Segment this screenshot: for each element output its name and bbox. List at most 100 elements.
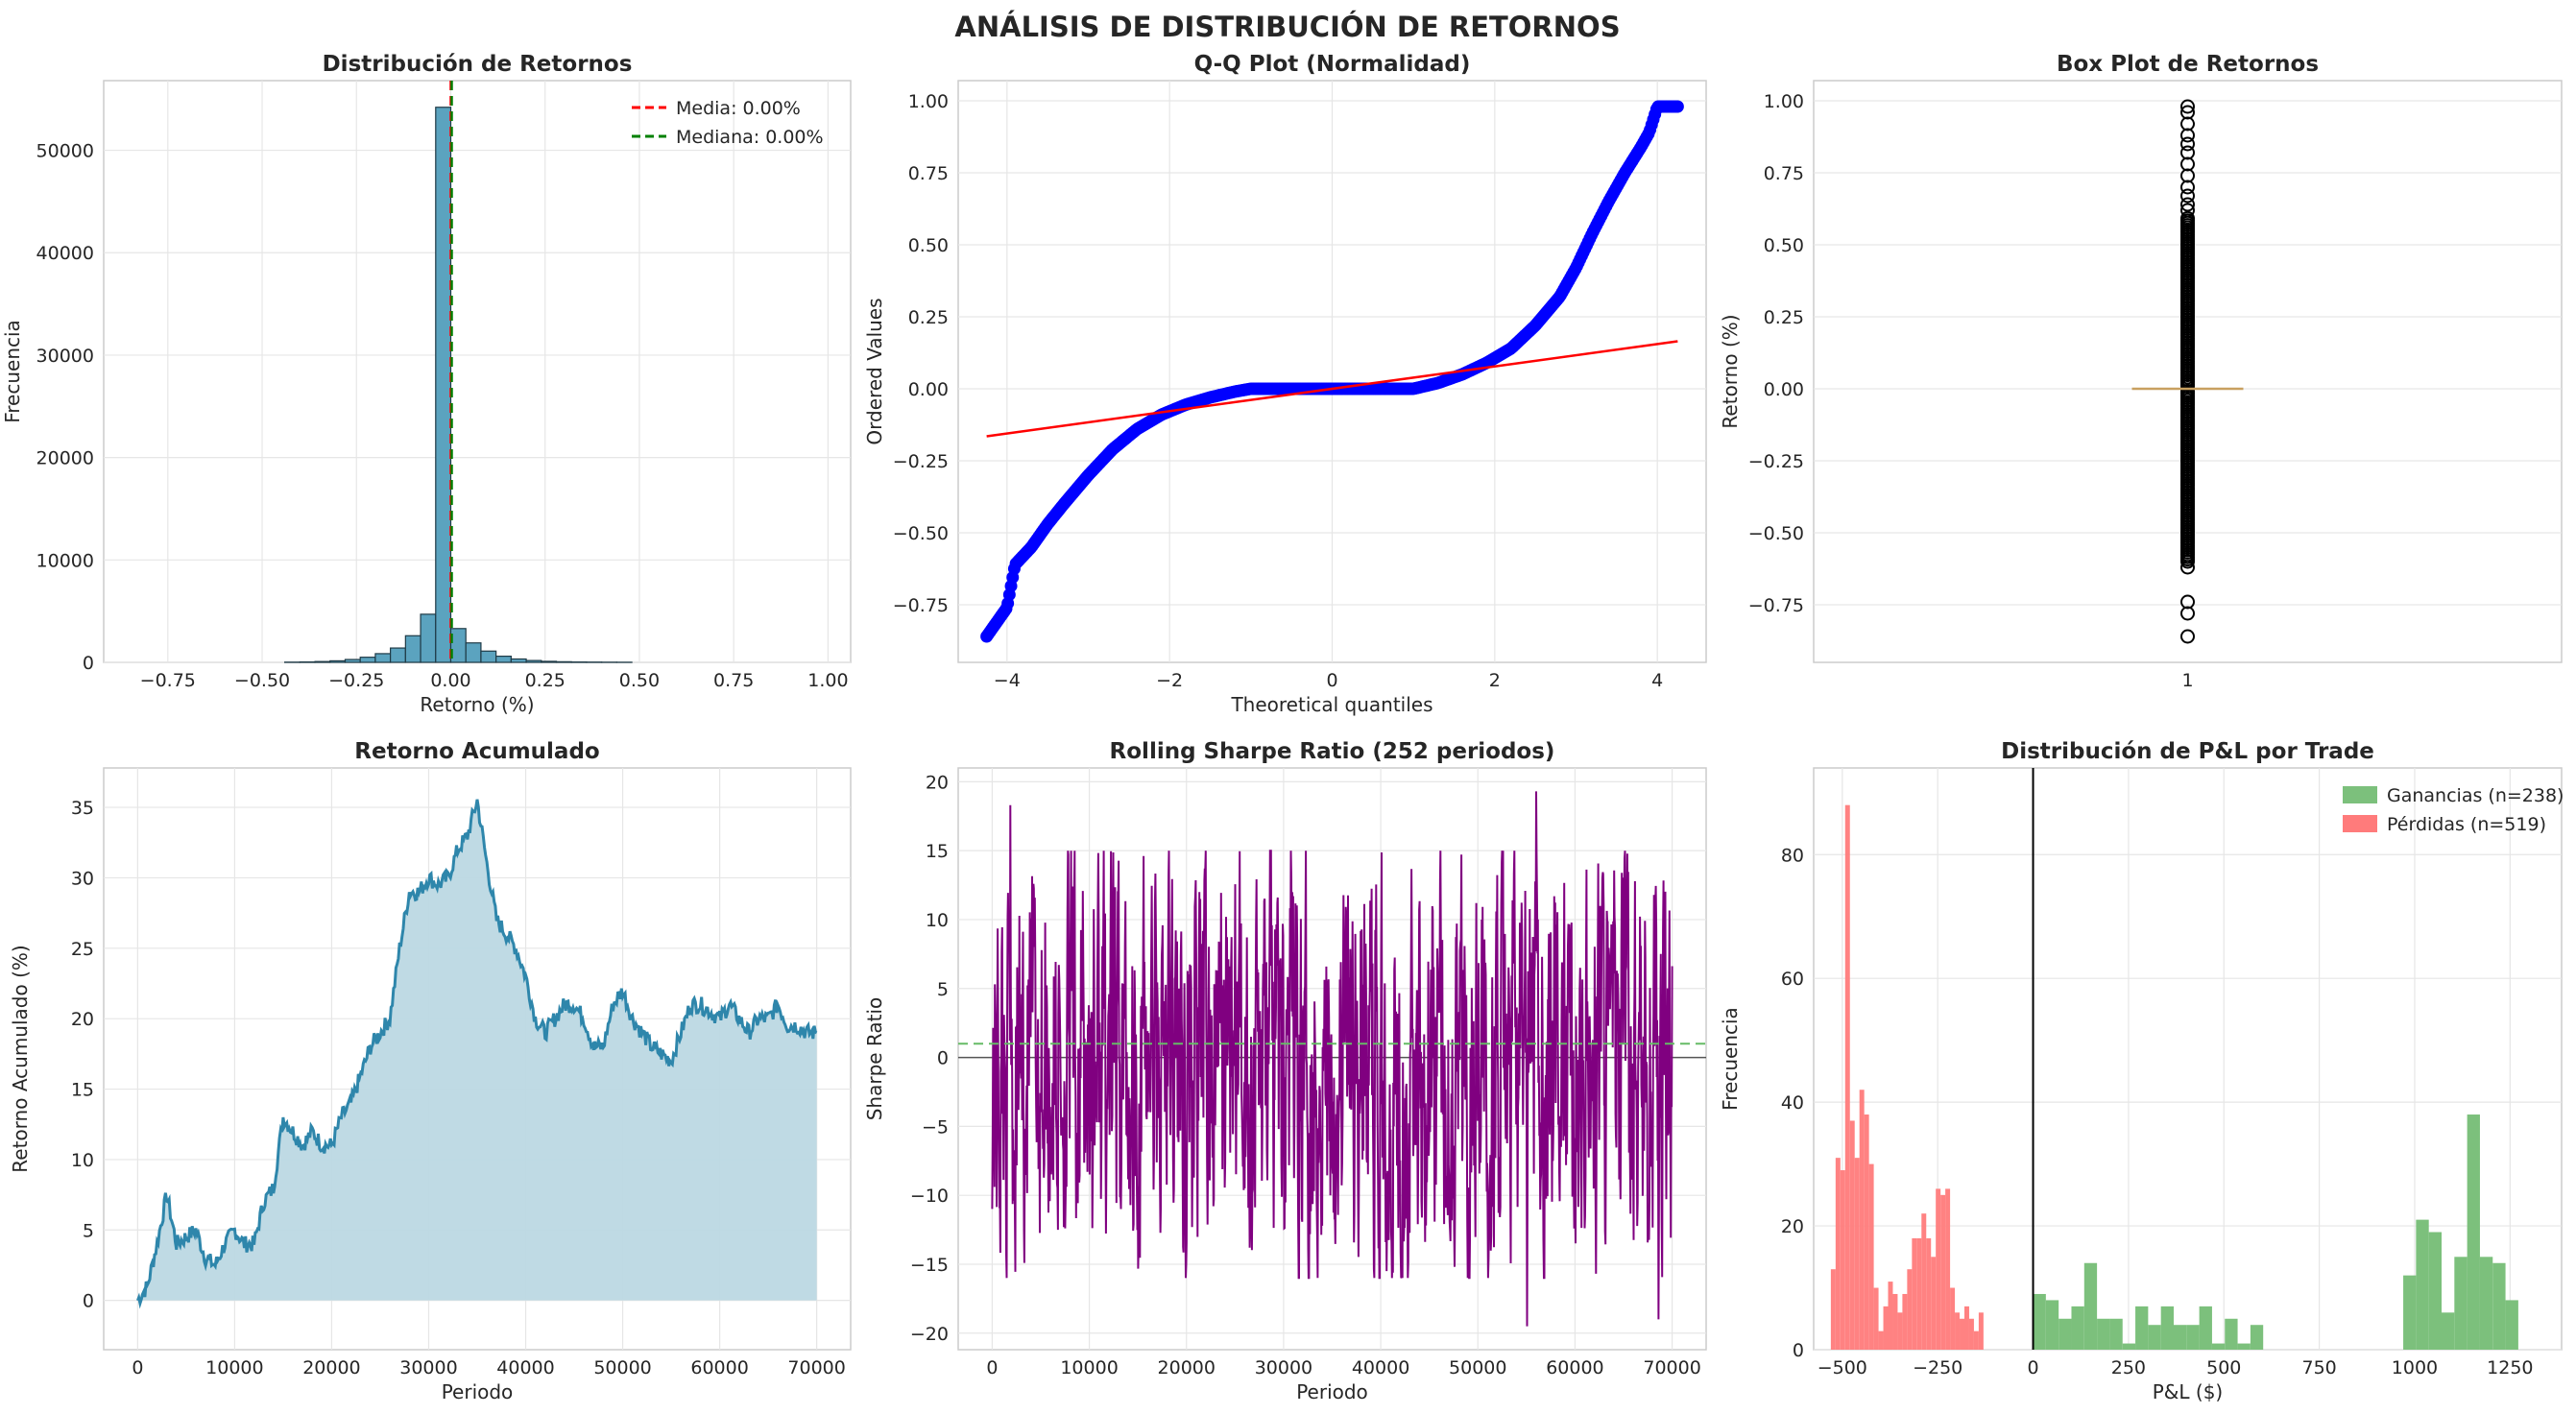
- legend-label: Pérdidas (n=519): [2387, 814, 2546, 835]
- x-tick-label: 0.00: [430, 670, 470, 691]
- y-tick-label: 30: [71, 868, 94, 889]
- gridlines: [104, 81, 851, 663]
- loss-bar: [1921, 1213, 1927, 1350]
- x-tick-label: 0.25: [525, 670, 566, 691]
- y-tick-label: 10: [71, 1150, 94, 1171]
- y-tick-label: 50000: [36, 141, 94, 162]
- gain-bar: [2071, 1306, 2084, 1350]
- loss-bar: [1945, 1188, 1951, 1350]
- gain-bar: [2479, 1257, 2493, 1350]
- gain-bar: [2058, 1318, 2072, 1350]
- outlier-marker: [2180, 203, 2195, 218]
- x-tick-label: 1.00: [807, 670, 848, 691]
- y-tick-label: 0.50: [1764, 235, 1804, 256]
- gain-bar: [2160, 1306, 2174, 1350]
- loss-bar: [1931, 1257, 1937, 1350]
- gain-bar: [2237, 1343, 2251, 1350]
- y-tick-label: 35: [71, 798, 94, 819]
- x-tick-label: −0.50: [234, 670, 290, 691]
- x-tick-label: 70000: [1643, 1357, 1700, 1378]
- gain-bar: [2148, 1325, 2161, 1350]
- outlier-marker: [2180, 180, 2195, 195]
- panel-title: Q-Q Plot (Normalidad): [1194, 52, 1471, 77]
- loss-bar: [1873, 1287, 1879, 1350]
- x-tick-label: 40000: [1352, 1357, 1409, 1378]
- loss-bar: [1835, 1158, 1841, 1350]
- histogram-bar: [449, 628, 467, 663]
- y-tick-label: 20000: [36, 448, 94, 469]
- x-tick-label: 30000: [399, 1357, 457, 1378]
- cumulative-line: [136, 799, 818, 1309]
- histogram-bar: [329, 659, 347, 663]
- figure-suptitle: ANÁLISIS DE DISTRIBUCIÓN DE RETORNOS: [954, 11, 1620, 43]
- gain-bar: [2083, 1262, 2098, 1350]
- x-tick-label: 1: [2181, 670, 2193, 691]
- loss-bar: [1912, 1237, 1917, 1350]
- y-tick-label: 80: [1781, 845, 1804, 866]
- y-tick-label: 15: [926, 841, 949, 862]
- histogram-bar: [390, 647, 406, 663]
- loss-bar: [1963, 1306, 1969, 1350]
- outlier-marker: [2180, 629, 2195, 644]
- panel-2: −4 −2 0 2 4 −0.75 −0.50 −0.25 0.00 0.25 0.50 0.75 1.…: [863, 52, 1707, 716]
- gain-bar: [2109, 1318, 2123, 1350]
- y-tick-label: 0: [937, 1048, 949, 1069]
- x-tick-label: 750: [2301, 1357, 2336, 1378]
- histogram-bar: [314, 660, 331, 663]
- x-tick-label: 0: [2027, 1357, 2038, 1378]
- y-tick-label: −15: [910, 1255, 949, 1276]
- y-tick-label: 15: [71, 1080, 94, 1101]
- x-tick-label: −2: [1156, 670, 1183, 691]
- loss-bar: [1950, 1287, 1956, 1350]
- y-tick-label: 0: [83, 653, 94, 674]
- panel-1: −0.75 −0.50 −0.25 0.00 0.25 0.50 0.75 1.00 0 1000…: [1, 52, 852, 716]
- loss-bar: [1926, 1237, 1932, 1350]
- loss-bar: [1897, 1312, 1903, 1350]
- loss-bar: [1854, 1158, 1860, 1350]
- y-tick-label: −20: [910, 1324, 949, 1345]
- y-tick-label: 0.75: [908, 163, 949, 184]
- y-tick-label: 20: [1781, 1216, 1804, 1237]
- x-tick-label: 60000: [690, 1357, 748, 1378]
- x-tick-label: 4: [1651, 670, 1663, 691]
- x-tick-label: −0.75: [140, 670, 196, 691]
- x-axis-label: Periodo: [1296, 1380, 1368, 1403]
- y-tick-label: −5: [922, 1116, 949, 1138]
- y-tick-label: 25: [71, 939, 94, 960]
- y-tick-label: 5: [83, 1220, 94, 1241]
- outlier-marker: [2180, 197, 2195, 212]
- x-tick-label: 0: [132, 1357, 143, 1378]
- y-tick-label: 10000: [36, 550, 94, 571]
- x-tick-label: 70000: [787, 1357, 845, 1378]
- panel-3: −0.75 −0.50 −0.25 0.00 0.25 0.50 0.75 1.00 1 Box …: [1719, 52, 2563, 691]
- loss-bar: [1859, 1090, 1865, 1350]
- x-tick-label: 0: [1326, 670, 1337, 691]
- loss-bar: [1973, 1330, 1979, 1350]
- y-tick-label: −0.75: [1748, 595, 1804, 616]
- gain-bar: [2467, 1114, 2480, 1350]
- gain-bar: [2199, 1306, 2212, 1350]
- x-tick-label: 250: [2111, 1357, 2146, 1378]
- panel-title: Retorno Acumulado: [354, 739, 599, 764]
- loss-bar: [1936, 1188, 1941, 1350]
- y-tick-label: 0.00: [1764, 379, 1804, 400]
- sharpe-line: [991, 791, 1673, 1327]
- x-tick-label: 50000: [1449, 1357, 1506, 1378]
- histogram-bar: [480, 650, 497, 663]
- loss-bar: [1902, 1293, 1908, 1350]
- x-tick-label: 10000: [1060, 1357, 1118, 1378]
- outlier-marker: [2180, 188, 2195, 204]
- y-tick-label: 1.00: [908, 91, 949, 112]
- y-tick-label: 1.00: [1764, 91, 1804, 112]
- y-tick-label: 20: [71, 1009, 94, 1030]
- y-tick-label: 10: [926, 910, 949, 931]
- legend-swatch: [2343, 815, 2377, 832]
- x-tick-label: 2: [1489, 670, 1501, 691]
- gain-bar: [2135, 1306, 2149, 1350]
- loss-bar: [1955, 1312, 1961, 1350]
- histogram-bar: [525, 659, 542, 663]
- loss-bar: [1878, 1330, 1884, 1350]
- gain-bar: [2045, 1300, 2059, 1350]
- histogram-bar: [495, 655, 512, 663]
